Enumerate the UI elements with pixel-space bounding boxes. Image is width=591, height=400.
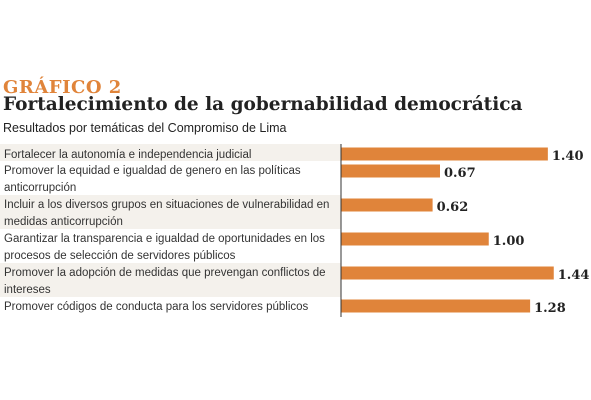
category-label-line: Promover la equidad e igualdad de genero… <box>4 165 301 177</box>
category-label: Promover códigos de conducta para los se… <box>4 301 309 313</box>
bar <box>341 147 548 161</box>
bar <box>341 164 440 178</box>
row-background <box>0 263 341 297</box>
row-background <box>0 195 341 229</box>
category-label-line: intereses <box>4 284 51 296</box>
bar <box>341 198 433 212</box>
chart-subtitle: Resultados por temáticas del Compromiso … <box>3 121 287 135</box>
category-label-line: anticorrupción <box>4 182 76 194</box>
category-label-line: procesos de selección de servidores públ… <box>4 250 236 262</box>
category-label-line: medidas anticorrupción <box>4 216 123 228</box>
category-label: Promover la adopción de medidas que prev… <box>4 267 326 296</box>
category-label: Promover la equidad e igualdad de genero… <box>4 165 301 194</box>
category-label-line: Fortalecer la autonomía e independencia … <box>4 149 251 161</box>
category-label: Garantizar la transparencia e igualdad d… <box>4 233 325 262</box>
category-label-line: Incluir a los diversos grupos en situaci… <box>4 199 329 211</box>
category-label: Fortalecer la autonomía e independencia … <box>4 149 251 161</box>
category-label: Incluir a los diversos grupos en situaci… <box>4 199 329 228</box>
bar <box>341 232 489 246</box>
value-label: 1.00 <box>493 234 525 249</box>
row-background <box>0 144 341 161</box>
value-label: 1.44 <box>558 268 590 283</box>
category-label-line: Garantizar la transparencia e igualdad d… <box>4 233 325 245</box>
bar <box>341 299 531 313</box>
category-label-line: Promover códigos de conducta para los se… <box>4 301 309 313</box>
chart-title: Fortalecimiento de la gobernabilidad dem… <box>3 94 523 115</box>
category-label-line: Promover la adopción de medidas que prev… <box>4 267 326 279</box>
chart-kicker: GRÁFICO 2 <box>3 77 122 98</box>
bar <box>341 266 554 280</box>
value-label: 1.28 <box>534 301 566 316</box>
value-label: 0.67 <box>444 166 476 181</box>
value-label: 0.62 <box>437 200 469 215</box>
value-label: 1.40 <box>552 149 584 164</box>
